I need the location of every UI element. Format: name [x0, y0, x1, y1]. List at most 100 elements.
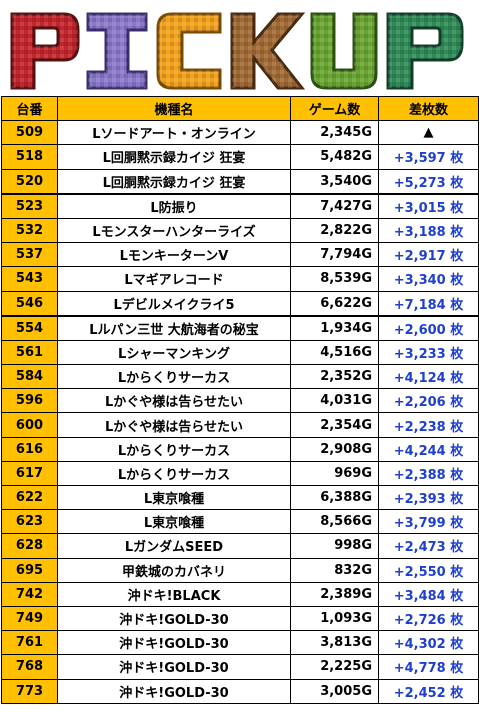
machine-number-cell: 628 [1, 533, 58, 559]
pickup-table-container: 台番 機種名 ゲーム数 差枚数 509 Lソードアート・オンライン 2,345G ▲ 5… [0, 95, 479, 704]
coin-difference-cell: +2,473 枚 [378, 533, 479, 559]
coin-difference-cell: +4,778 枚 [378, 654, 479, 680]
table-row: 742 沖ドキ!BLACK 2,389G +3,484 枚 [1, 581, 479, 607]
coin-difference-cell: +3,015 枚 [378, 192, 479, 219]
coin-difference-cell: +4,124 枚 [378, 364, 479, 390]
coin-difference-cell: +2,550 枚 [378, 557, 479, 583]
game-count-cell: 2,908G [290, 436, 379, 462]
header-machine-number: 台番 [1, 95, 58, 122]
table-row: 520 L回胴黙示録カイジ 狂宴 3,540G +5,273 枚 [1, 168, 479, 195]
letter-p-green [386, 12, 464, 90]
machine-number-cell: 695 [1, 557, 58, 583]
header-game-count: ゲーム数 [290, 95, 379, 122]
coin-difference-cell: +2,452 枚 [378, 678, 479, 704]
coin-difference-cell: +2,600 枚 [378, 314, 479, 341]
machine-name-cell: Lマギアレコード [57, 266, 291, 292]
machine-number-cell: 584 [1, 364, 58, 390]
letter-u [310, 12, 378, 90]
machine-number-cell: 617 [1, 460, 58, 487]
table-row: 543 Lマギアレコード 8,539G +3,340 枚 [1, 266, 479, 292]
machine-name-cell: L東京喰種 [57, 484, 291, 511]
machine-name-cell: 沖ドキ!GOLD-30 [57, 605, 291, 632]
table-row: 695 甲鉄城のカバネリ 832G +2,550 枚 [1, 557, 479, 583]
table-row: 523 L防振り 7,427G +3,015 枚 [1, 192, 479, 219]
game-count-cell: 7,427G [290, 192, 379, 219]
table-row: 761 沖ドキ!GOLD-30 3,813G +4,302 枚 [1, 630, 479, 656]
game-count-cell: 2,822G [290, 217, 379, 244]
header-machine-name: 機種名 [57, 95, 291, 122]
machine-number-cell: 554 [1, 314, 58, 341]
coin-difference-cell: +2,206 枚 [378, 388, 479, 414]
machine-number-cell: 520 [1, 168, 58, 195]
machine-name-cell: Lかぐや様は告らせたい [57, 388, 291, 414]
machine-number-cell: 532 [1, 217, 58, 244]
machine-name-cell: L防振り [57, 192, 291, 219]
game-count-cell: 6,622G [290, 290, 379, 317]
table-row: 554 Lルパン三世 大航海者の秘宝 1,934G +2,600 枚 [1, 314, 479, 341]
machine-number-cell: 623 [1, 509, 58, 535]
machine-name-cell: 沖ドキ!BLACK [57, 581, 291, 607]
coin-difference-cell: +4,302 枚 [378, 630, 479, 656]
table-row: 584 Lからくりサーカス 2,352G +4,124 枚 [1, 364, 479, 390]
letter-k [230, 12, 306, 90]
machine-number-cell: 543 [1, 266, 58, 292]
machine-number-cell: 749 [1, 605, 58, 632]
pickup-table: 台番 機種名 ゲーム数 差枚数 509 Lソードアート・オンライン 2,345G ▲ 5… [1, 95, 479, 704]
coin-difference-cell: ▲ [378, 120, 479, 146]
game-count-cell: 832G [290, 557, 379, 583]
machine-name-cell: Lからくりサーカス [57, 436, 291, 462]
table-row: 773 沖ドキ!GOLD-30 3,005G +2,452 枚 [1, 678, 479, 704]
game-count-cell: 969G [290, 460, 379, 487]
coin-difference-cell: +2,393 枚 [378, 484, 479, 511]
machine-number-cell: 773 [1, 678, 58, 704]
game-count-cell: 998G [290, 533, 379, 559]
machine-name-cell: Lデビルメイクライ5 [57, 290, 291, 317]
coin-difference-cell: +2,917 枚 [378, 242, 479, 268]
machine-name-cell: 沖ドキ!GOLD-30 [57, 654, 291, 680]
machine-name-cell: Lモンスターハンターライズ [57, 217, 291, 244]
game-count-cell: 3,540G [290, 168, 379, 195]
coin-difference-cell: +3,188 枚 [378, 217, 479, 244]
table-row: 532 Lモンスターハンターライズ 2,822G +3,188 枚 [1, 217, 479, 244]
pickup-banner [0, 0, 479, 96]
machine-name-cell: LモンキーターンV [57, 242, 291, 268]
table-header-row: 台番 機種名 ゲーム数 差枚数 [1, 95, 479, 122]
table-row: 628 LガンダムSEED 998G +2,473 枚 [1, 533, 479, 559]
game-count-cell: 2,352G [290, 364, 379, 390]
game-count-cell: 8,566G [290, 509, 379, 535]
machine-name-cell: L回胴黙示録カイジ 狂宴 [57, 168, 291, 195]
table-row: 546 Lデビルメイクライ5 6,622G +7,184 枚 [1, 290, 479, 317]
game-count-cell: 7,794G [290, 242, 379, 268]
table-row: 768 沖ドキ!GOLD-30 2,225G +4,778 枚 [1, 654, 479, 680]
letter-i [86, 12, 148, 90]
letter-p [10, 12, 80, 90]
machine-name-cell: L回胴黙示録カイジ 狂宴 [57, 144, 291, 170]
machine-number-cell: 518 [1, 144, 58, 170]
game-count-cell: 2,389G [290, 581, 379, 607]
machine-name-cell: 甲鉄城のカバネリ [57, 557, 291, 583]
machine-name-cell: LガンダムSEED [57, 533, 291, 559]
machine-name-cell: Lかぐや様は告らせたい [57, 412, 291, 438]
game-count-cell: 1,934G [290, 314, 379, 341]
game-count-cell: 2,345G [290, 120, 379, 146]
game-count-cell: 2,225G [290, 654, 379, 680]
machine-number-cell: 761 [1, 630, 58, 656]
table-row: 596 Lかぐや様は告らせたい 4,031G +2,206 枚 [1, 388, 479, 414]
coin-difference-cell: +2,388 枚 [378, 460, 479, 487]
coin-difference-cell: +5,273 枚 [378, 168, 479, 195]
game-count-cell: 2,354G [290, 412, 379, 438]
coin-difference-cell: +3,233 枚 [378, 339, 479, 366]
game-count-cell: 8,539G [290, 266, 379, 292]
machine-number-cell: 600 [1, 412, 58, 438]
game-count-cell: 5,482G [290, 144, 379, 170]
table-row: 509 Lソードアート・オンライン 2,345G ▲ [1, 120, 479, 146]
machine-number-cell: 509 [1, 120, 58, 146]
machine-name-cell: Lルパン三世 大航海者の秘宝 [57, 314, 291, 341]
machine-number-cell: 742 [1, 581, 58, 607]
coin-difference-cell: +3,597 枚 [378, 144, 479, 170]
coin-difference-cell: +4,244 枚 [378, 436, 479, 462]
machine-name-cell: Lからくりサーカス [57, 364, 291, 390]
machine-name-cell: Lからくりサーカス [57, 460, 291, 487]
table-row: 600 Lかぐや様は告らせたい 2,354G +2,238 枚 [1, 412, 479, 438]
machine-number-cell: 622 [1, 484, 58, 511]
